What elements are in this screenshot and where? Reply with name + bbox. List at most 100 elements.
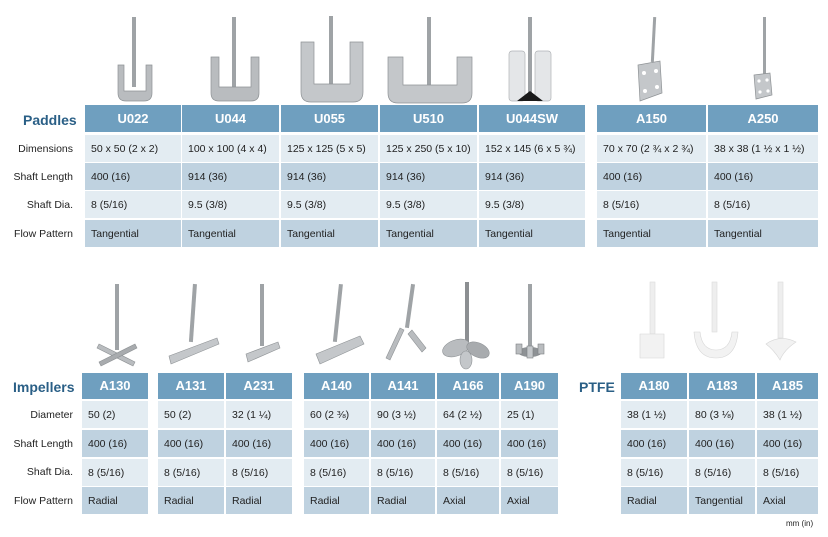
cell-a250-row-0: 38 x 38 (1 ½ x 1 ½) [708, 135, 818, 162]
cell-u055-row-3: Tangential [281, 220, 378, 247]
cell-u055-row-1: 914 (36) [281, 163, 378, 190]
paddle-u-medium-icon [210, 17, 260, 102]
paddle-sweep-icon [508, 17, 552, 102]
ptfe-section-title: PTFE [579, 379, 615, 395]
header-u022: U022 [85, 105, 181, 132]
row-label-flow-pattern: Flow Pattern [14, 228, 73, 240]
cell-a231-row-1: 400 (16) [226, 430, 292, 457]
cell-u044-row-0: 100 x 100 (4 x 4) [182, 135, 279, 162]
header-a166: A166 [437, 373, 499, 399]
ptfe-propeller-icon [765, 281, 797, 361]
cell-a140-row-0: 60 (2 ⅜) [304, 401, 369, 428]
cell-a130-row-1: 400 (16) [82, 430, 148, 457]
paddles-section-title: Paddles [23, 112, 77, 128]
row-label-dimensions: Dimensions [18, 143, 73, 155]
cell-a183-row-3: Tangential [689, 487, 755, 514]
cell-a231-row-3: Radial [226, 487, 292, 514]
header-a180: A180 [621, 373, 687, 399]
header-a131: A131 [158, 373, 224, 399]
cell-a180-row-1: 400 (16) [621, 430, 687, 457]
impeller-propeller-icon [442, 282, 490, 370]
cell-a231-row-0: 32 (1 ¼) [226, 401, 292, 428]
cell-a130-row-2: 8 (5/16) [82, 459, 148, 486]
ptfe-paddle-icon [639, 281, 665, 359]
cell-u044sw-row-0: 152 x 145 (6 x 5 ¾) [479, 135, 585, 162]
header-a150: A150 [597, 105, 706, 132]
cell-a166-row-2: 8 (5/16) [437, 459, 499, 486]
cell-u510-row-2: 9.5 (3/8) [380, 191, 477, 218]
cell-a231-row-2: 8 (5/16) [226, 459, 292, 486]
units-note: mm (in) [786, 519, 814, 528]
cell-u055-row-2: 9.5 (3/8) [281, 191, 378, 218]
cell-a183-row-1: 400 (16) [689, 430, 755, 457]
cell-a166-row-1: 400 (16) [437, 430, 499, 457]
cell-a140-row-3: Radial [304, 487, 369, 514]
cell-u510-row-3: Tangential [380, 220, 477, 247]
header-a130: A130 [82, 373, 148, 399]
header-a190: A190 [501, 373, 558, 399]
row-label-diameter: Diameter [30, 409, 73, 421]
cell-a166-row-3: Axial [437, 487, 499, 514]
impeller-turbine-icon [515, 284, 545, 359]
header-u044sw: U044SW [479, 105, 585, 132]
header-a185: A185 [757, 373, 818, 399]
impeller-flat-blade-icon [168, 283, 220, 365]
paddle-u-large-icon [300, 16, 364, 103]
cell-u044-row-2: 9.5 (3/8) [182, 191, 279, 218]
header-u055: U055 [281, 105, 378, 132]
cell-a250-row-3: Tangential [708, 220, 818, 247]
cell-a131-row-0: 50 (2) [158, 401, 224, 428]
cell-u022-row-3: Tangential [85, 220, 181, 247]
cell-a140-row-2: 8 (5/16) [304, 459, 369, 486]
cell-u044-row-3: Tangential [182, 220, 279, 247]
cell-u044-row-1: 914 (36) [182, 163, 279, 190]
cell-a180-row-0: 38 (1 ½) [621, 401, 687, 428]
impeller-folding-blade-icon [385, 283, 427, 361]
impeller-flat-blade-small-icon [245, 284, 281, 363]
cell-a141-row-3: Radial [371, 487, 435, 514]
paddle-plate-small-icon [753, 17, 773, 100]
header-u044: U044 [182, 105, 279, 132]
impellers-section-title: Impellers [13, 379, 75, 395]
cell-a180-row-2: 8 (5/16) [621, 459, 687, 486]
cell-a190-row-0: 25 (1) [501, 401, 558, 428]
cell-u044sw-row-1: 914 (36) [479, 163, 585, 190]
cell-a180-row-3: Radial [621, 487, 687, 514]
cell-u510-row-1: 914 (36) [380, 163, 477, 190]
cell-a130-row-3: Radial [82, 487, 148, 514]
ptfe-anchor-icon [693, 281, 739, 359]
paddle-u-small-icon [117, 17, 153, 102]
cell-a185-row-3: Axial [757, 487, 818, 514]
cell-u044sw-row-2: 9.5 (3/8) [479, 191, 585, 218]
cell-a190-row-3: Axial [501, 487, 558, 514]
header-a141: A141 [371, 373, 435, 399]
cell-a131-row-2: 8 (5/16) [158, 459, 224, 486]
cell-a183-row-2: 8 (5/16) [689, 459, 755, 486]
row-label-shaft-length: Shaft Length [13, 438, 73, 450]
cell-u044sw-row-3: Tangential [479, 220, 585, 247]
cell-u022-row-0: 50 x 50 (2 x 2) [85, 135, 181, 162]
cell-a141-row-1: 400 (16) [371, 430, 435, 457]
impeller-cross-blade-icon [96, 284, 138, 367]
row-label-shaft-dia: Shaft Dia. [26, 466, 73, 478]
row-label-flow-pattern: Flow Pattern [14, 495, 73, 507]
cell-a185-row-2: 8 (5/16) [757, 459, 818, 486]
cell-a250-row-2: 8 (5/16) [708, 191, 818, 218]
cell-a185-row-0: 38 (1 ½) [757, 401, 818, 428]
row-label-shaft-dia: Shaft Dia. [26, 199, 73, 211]
cell-a150-row-0: 70 x 70 (2 ¾ x 2 ¾) [597, 135, 706, 162]
cell-a250-row-1: 400 (16) [708, 163, 818, 190]
cell-a150-row-3: Tangential [597, 220, 706, 247]
row-label-shaft-length: Shaft Length [13, 171, 73, 183]
cell-a190-row-1: 400 (16) [501, 430, 558, 457]
cell-a150-row-1: 400 (16) [597, 163, 706, 190]
cell-a190-row-2: 8 (5/16) [501, 459, 558, 486]
cell-a141-row-0: 90 (3 ½) [371, 401, 435, 428]
paddle-plate-large-icon [637, 16, 663, 102]
cell-a140-row-1: 400 (16) [304, 430, 369, 457]
cell-a185-row-1: 400 (16) [757, 430, 818, 457]
paddle-u-wide-icon [387, 17, 473, 104]
cell-u055-row-0: 125 x 125 (5 x 5) [281, 135, 378, 162]
header-a231: A231 [226, 373, 292, 399]
cell-a131-row-3: Radial [158, 487, 224, 514]
